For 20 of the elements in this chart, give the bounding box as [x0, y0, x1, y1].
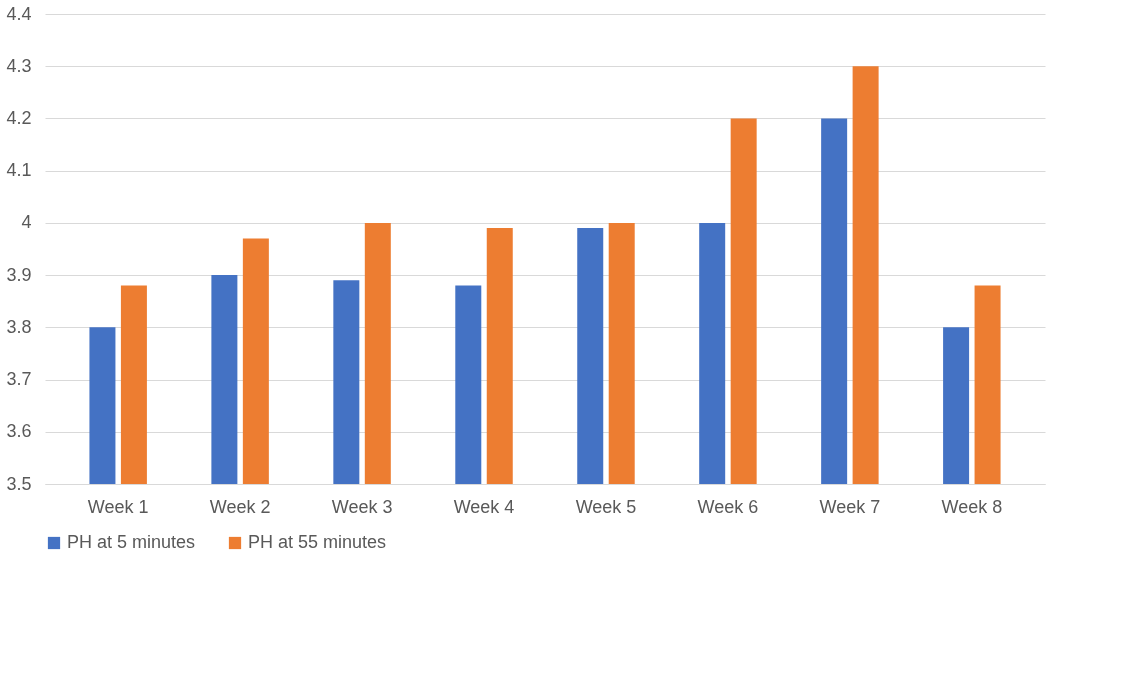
y-tick-label: 4.1 [6, 160, 32, 181]
x-tick-label: Week 7 [819, 496, 881, 517]
legend-label: PH at 5 minutes [67, 532, 196, 552]
x-tick-label: Week 3 [331, 496, 393, 517]
y-tick-label: 3.8 [6, 316, 32, 337]
y-tick-label: 3.5 [6, 473, 32, 494]
x-tick-label: Week 6 [697, 496, 759, 517]
legend-label: PH at 55 minutes [248, 532, 387, 552]
x-tick-label: Week 8 [941, 496, 1003, 517]
y-tick-label: 3.9 [6, 264, 32, 285]
x-tick-label: Week 2 [209, 496, 271, 517]
y-tick-label: 4.4 [6, 3, 32, 24]
y-tick-label: 4.2 [6, 107, 32, 128]
y-tick-label: 3.7 [6, 369, 32, 390]
x-tick-label: Week 4 [453, 496, 515, 517]
y-tick-label: 4 [21, 212, 32, 233]
x-tick-label: Week 5 [575, 496, 637, 517]
y-tick-label: 3.6 [6, 421, 32, 442]
x-tick-label: Week 1 [87, 496, 149, 517]
y-tick-label: 4.3 [6, 55, 32, 76]
